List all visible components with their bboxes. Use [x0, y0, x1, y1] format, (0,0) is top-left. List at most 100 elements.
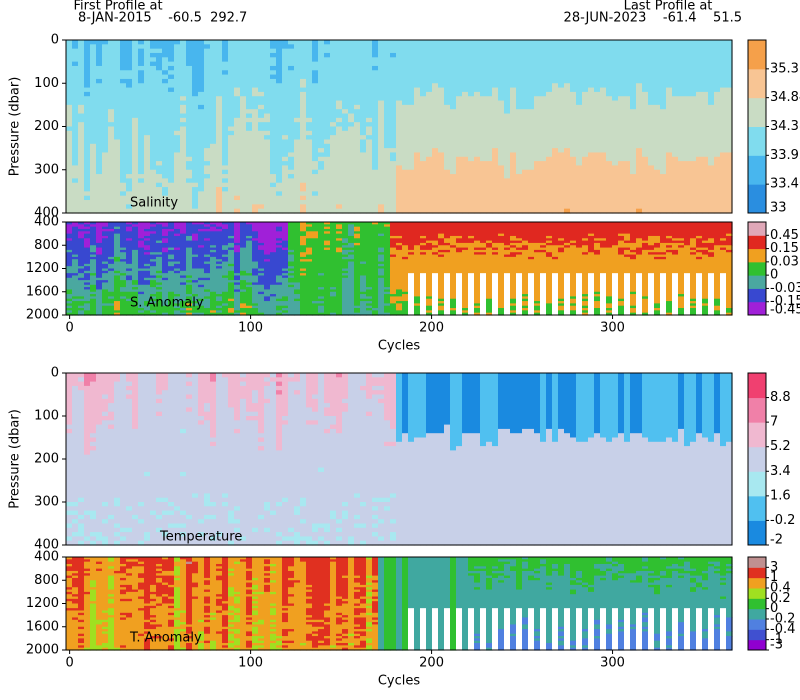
field-cell	[450, 174, 457, 214]
field-cell	[186, 305, 193, 309]
field-cell	[96, 40, 103, 67]
field-cell	[216, 610, 223, 614]
field-cell	[318, 287, 325, 291]
field-cell	[102, 226, 109, 230]
field-cell	[282, 296, 289, 302]
field-cell	[444, 557, 451, 609]
field-cell	[672, 249, 679, 256]
field-cell	[234, 282, 241, 286]
field-cell	[102, 629, 109, 632]
field-cell	[234, 563, 241, 593]
field-cell	[306, 135, 313, 141]
field-cell	[702, 580, 709, 588]
field-cell	[156, 284, 163, 288]
field-cell	[378, 377, 385, 387]
field-cell	[354, 557, 361, 577]
field-cell	[336, 536, 343, 542]
field-cell	[648, 254, 655, 274]
field-cell	[90, 291, 97, 295]
field-cell	[276, 284, 283, 300]
field-cell	[504, 563, 511, 577]
field-cell	[666, 252, 673, 302]
field-cell	[66, 502, 73, 507]
field-cell	[606, 568, 613, 572]
y-tick-label: 400	[34, 538, 59, 553]
field-cell	[90, 540, 97, 546]
field-cell	[582, 557, 589, 584]
field-cell	[690, 247, 697, 251]
field-cell	[522, 296, 529, 300]
field-cell	[330, 122, 337, 128]
field-cell	[402, 256, 409, 260]
field-cell	[78, 298, 85, 302]
field-cell	[252, 305, 259, 309]
field-cell	[630, 249, 637, 253]
field-cell	[330, 557, 337, 560]
field-cell	[258, 245, 265, 251]
field-cell	[372, 394, 379, 499]
field-cell	[324, 247, 331, 251]
field-cell	[198, 523, 205, 533]
field-cell	[312, 420, 319, 426]
field-cell	[270, 48, 277, 54]
field-cell	[456, 446, 463, 546]
field-cell	[138, 48, 145, 67]
field-cell	[204, 622, 211, 628]
field-cell	[546, 235, 553, 239]
field-cell	[300, 643, 307, 646]
field-cell	[696, 156, 703, 214]
field-cell	[132, 249, 139, 281]
field-cell	[306, 407, 313, 421]
field-cell	[366, 589, 373, 593]
field-cell	[426, 310, 433, 314]
field-cell	[324, 231, 331, 235]
field-cell	[726, 312, 733, 316]
field-cell	[438, 305, 445, 311]
field-cell	[168, 645, 175, 651]
field-cell	[342, 622, 349, 630]
field-cell	[204, 263, 211, 274]
field-cell	[558, 87, 565, 154]
field-cell	[558, 645, 565, 651]
field-cell	[192, 573, 199, 584]
field-cell	[618, 298, 625, 302]
field-cell	[126, 381, 133, 387]
field-cell	[558, 222, 565, 239]
field-cell	[630, 40, 637, 110]
field-cell	[114, 527, 121, 533]
field-cell	[246, 308, 253, 316]
field-cell	[312, 174, 319, 192]
field-cell	[426, 91, 433, 158]
field-cell	[582, 254, 589, 295]
field-cell	[666, 301, 673, 314]
field-cell	[198, 287, 205, 300]
field-cell	[222, 373, 229, 378]
field-cell	[270, 557, 277, 565]
field-cell	[522, 245, 529, 251]
field-cell	[510, 240, 517, 244]
field-cell	[72, 587, 79, 595]
field-cell	[714, 310, 721, 316]
field-cell	[456, 252, 463, 274]
field-cell	[144, 373, 151, 473]
field-cell	[486, 161, 493, 214]
field-cell	[78, 615, 85, 621]
field-cell	[582, 298, 589, 302]
field-cell	[390, 254, 397, 258]
y-tick-label: 300	[34, 162, 59, 177]
field-cell	[324, 226, 331, 230]
field-cell	[546, 245, 553, 253]
field-cell	[276, 390, 283, 396]
colorbar-band	[748, 557, 766, 568]
field-cell	[480, 161, 487, 214]
field-cell	[222, 601, 229, 605]
field-cell	[378, 100, 385, 205]
field-cell	[648, 573, 655, 577]
field-cell	[450, 247, 457, 300]
field-cell	[576, 441, 583, 546]
field-cell	[282, 273, 289, 277]
field-cell	[102, 273, 109, 281]
field-cell	[126, 240, 133, 265]
field-cell	[366, 305, 373, 309]
field-cell	[270, 566, 277, 572]
